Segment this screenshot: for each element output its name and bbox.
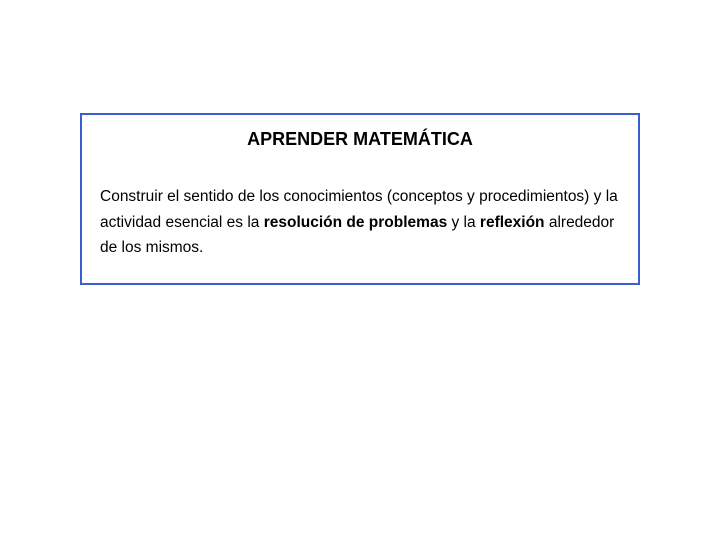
title: APRENDER MATEMÁTICA — [100, 129, 620, 150]
text-part-2: y la — [447, 214, 480, 231]
text-bold-2: reflexión — [480, 214, 545, 231]
content-box: APRENDER MATEMÁTICA Construir el sentido… — [80, 113, 640, 285]
text-bold-1: resolución de problemas — [264, 214, 447, 231]
body-paragraph: Construir el sentido de los conocimiento… — [100, 184, 620, 261]
